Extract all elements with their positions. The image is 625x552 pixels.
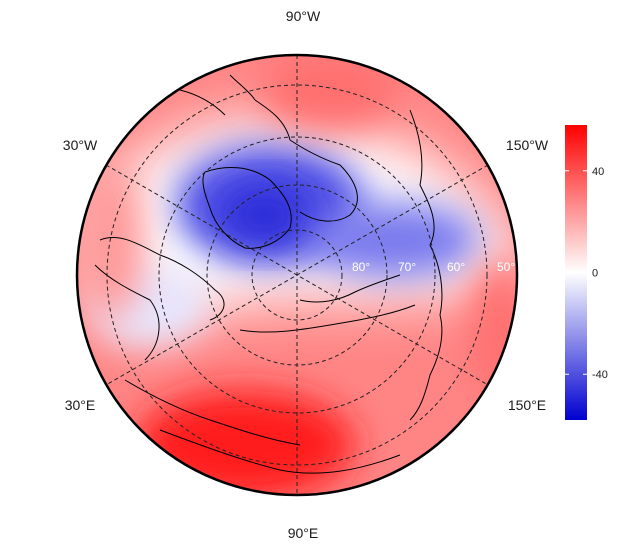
latitude-labels: 80° 70° 60° 50° [352,260,515,274]
lat-label-80: 80° [352,260,370,274]
greenland-outline [202,167,292,249]
colorbar-tick-label: -40 [592,369,608,381]
anomaly-field [77,55,517,495]
lon-label-upper-right: 150°W [506,137,549,153]
lon-label-lower-left: 30°E [65,397,96,413]
meridian-150W-30E [105,164,489,386]
longitude-labels: 90°W 30°W 150°W 30°E 150°E 90°E [63,8,549,541]
colorbar-tick-label: 40 [592,166,604,178]
map-border [75,53,519,497]
lat-label-60: 60° [447,260,465,274]
lat-circle-60 [158,136,436,414]
lat-label-50: 50° [497,260,515,274]
colorbar-gradient [565,125,587,420]
lon-label-upper-left: 30°W [63,137,98,153]
lat-circle-50 [106,84,488,466]
colorbar: 40 0 -40 [565,125,608,420]
graticule [105,55,489,495]
lat-label-70: 70° [398,260,416,274]
colorbar-ticks: 40 0 -40 [565,166,608,381]
lon-label-top: 90°W [286,8,321,24]
colorbar-tick-label: 0 [592,268,598,280]
lon-label-lower-right: 150°E [508,397,546,413]
coastlines [94,74,443,474]
lon-label-bottom: 90°E [288,525,319,541]
